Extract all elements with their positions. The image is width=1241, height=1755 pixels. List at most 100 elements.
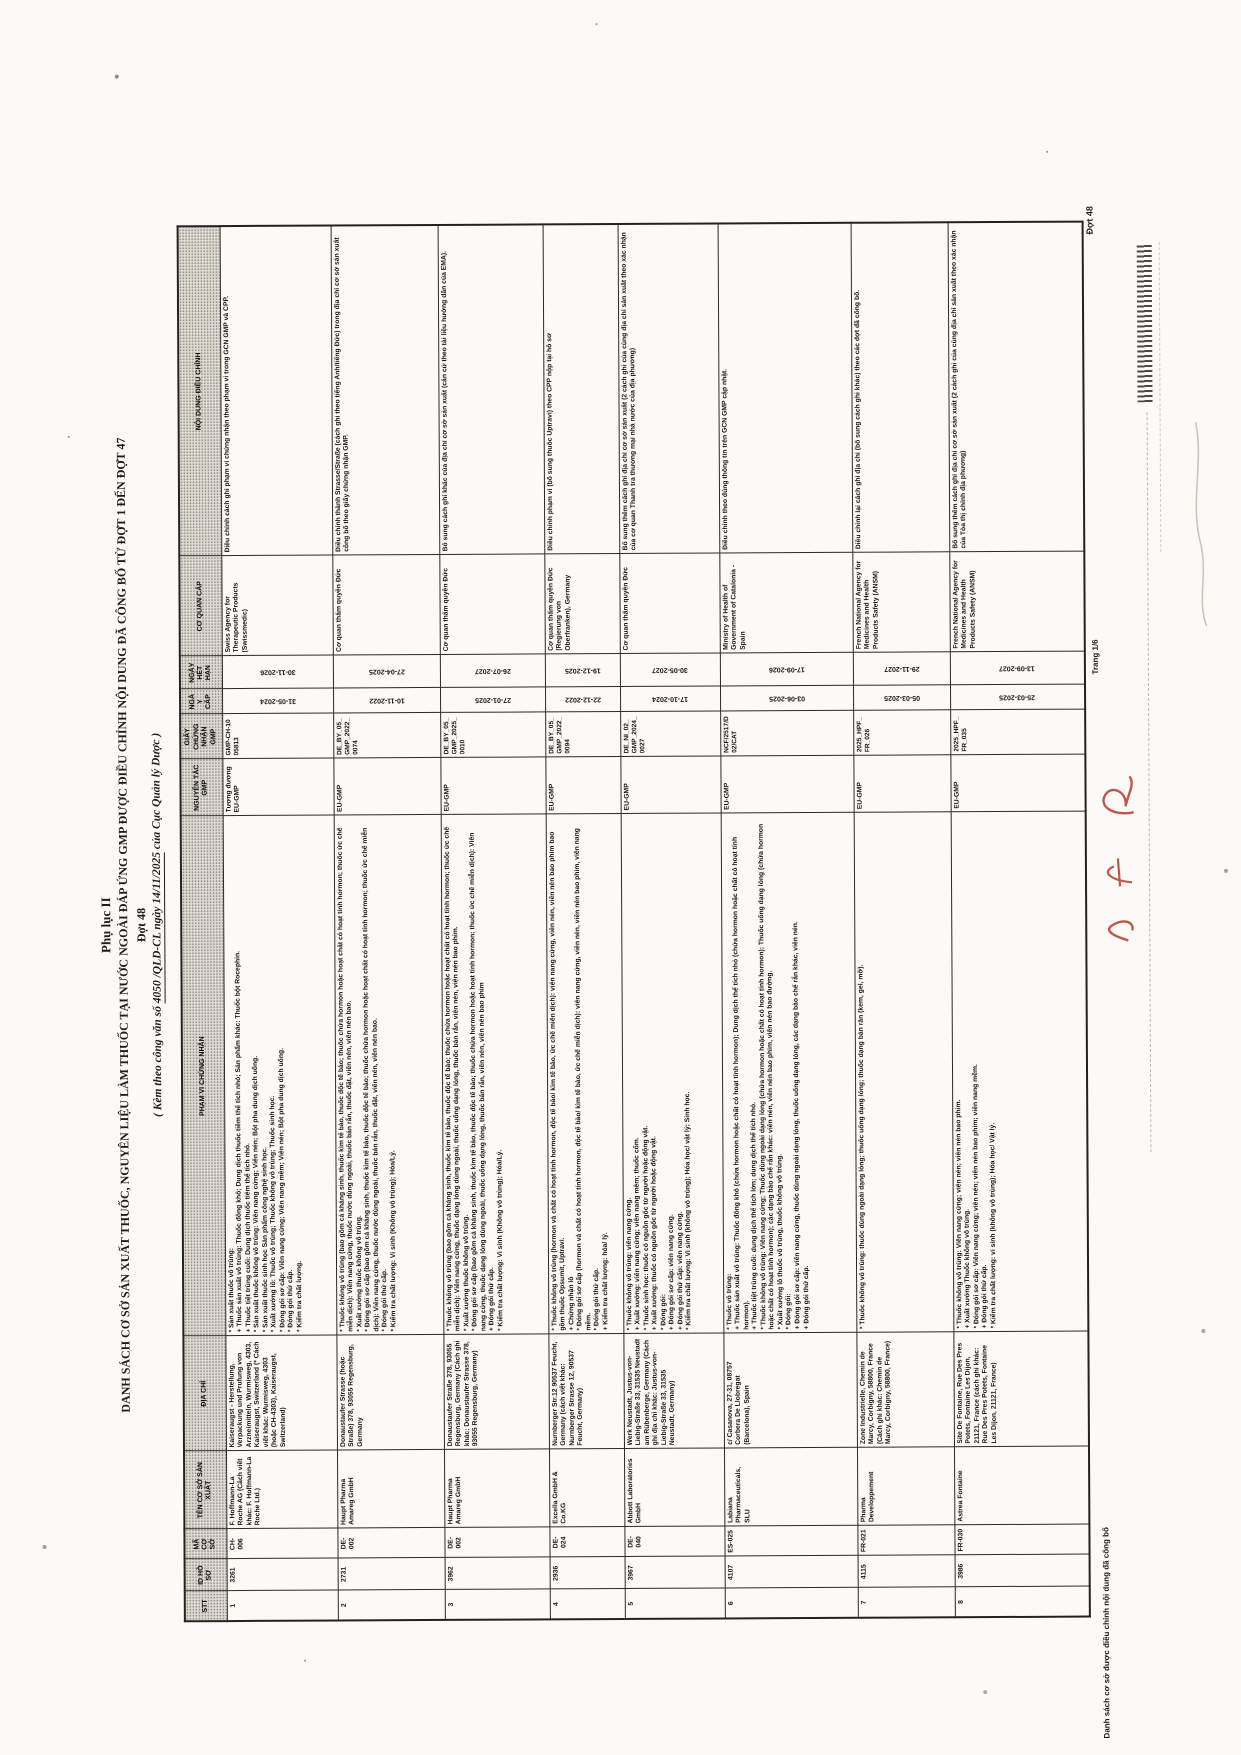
cell-co-quan-cap: Ministry of Health of Government of Cata… bbox=[719, 552, 853, 654]
header-noi-dung: NỘI DUNG ĐIỀU CHỈNH bbox=[177, 226, 222, 557]
cell-nguyen-tac: Tương đương EU-GMP bbox=[222, 758, 334, 817]
header-ngay-cap: NGÀY CẤP bbox=[180, 689, 223, 715]
cell-giay-chung-nhan: 2025_HPF_FR_026 bbox=[853, 710, 951, 756]
cell-dia-chi: Kaiseraugst - Herstellung, Verpackung un… bbox=[225, 1335, 337, 1452]
cell-giay-chung-nhan: GMP-CH-1005813 bbox=[222, 713, 334, 760]
cell-ma-co-so: FR-030 bbox=[954, 1524, 1090, 1556]
cell-pham-vi: * Thuốc không vô trùng (bao gồm cả kháng… bbox=[440, 814, 549, 1335]
cell-id-ho-so: 2731 bbox=[337, 1557, 445, 1591]
header-dia-chi: ĐỊA CHỈ bbox=[183, 1336, 226, 1452]
cell-giay-chung-nhan: DE_BY_05_GMP_2022_0074 bbox=[333, 712, 441, 759]
cell-stt: 2 bbox=[337, 1589, 445, 1621]
table-header: STT ID HỒ SƠ MÃ CƠ SỞ TÊN CƠ SỞ SẢN XUẤT… bbox=[177, 226, 227, 1622]
dispatch-prefix: ( Kèm theo công văn số bbox=[151, 1003, 165, 1118]
cell-ma-co-so: DE-024 bbox=[549, 1526, 625, 1558]
cell-dia-chi: Donaustaufer Strasse (hoặc Straße) 378, … bbox=[336, 1334, 444, 1451]
cell-noi-dung-dieu-chinh: Điều chỉnh lại cách ghi địa chỉ (bổ sung… bbox=[850, 222, 950, 553]
cell-giay-chung-nhan: DE_BY_05_GMP_2025_0010 bbox=[440, 712, 546, 758]
cell-ngay-cap: 10-11-2022 bbox=[333, 687, 441, 714]
header-co-quan-cap: CƠ QUAN CẤP bbox=[179, 556, 222, 657]
cell-ma-co-so: DE-002 bbox=[444, 1527, 550, 1558]
cell-stt: 6 bbox=[724, 1587, 858, 1619]
red-pen-marks bbox=[1102, 775, 1134, 942]
cell-ten-co-so: F. Hoffmann-La Roche AG (Cách viết khác:… bbox=[225, 1450, 338, 1530]
cell-id-ho-so: 3962 bbox=[444, 1557, 550, 1590]
facility-row: 1 3261 CH-006 F. Hoffmann-La Roche AG (Cách… bbox=[219, 225, 338, 1622]
faint-pencil-mark bbox=[1194, 421, 1208, 627]
cell-id-ho-so: 4115 bbox=[857, 1555, 955, 1588]
cell-pham-vi: * Thuốc không vô trùng (hormon và chất c… bbox=[545, 813, 624, 1335]
cell-noi-dung-dieu-chinh: Điều chỉnh cách ghi phạm vi chứng nhận t… bbox=[219, 225, 333, 557]
cell-stt: 8 bbox=[954, 1586, 1090, 1618]
cell-pham-vi: * Thuốc vô trùng: + Thuốc sản xuất vô tr… bbox=[720, 812, 857, 1334]
cell-ngay-cap: 03-06-2025 bbox=[720, 685, 854, 712]
cell-stt: 7 bbox=[857, 1587, 955, 1618]
cell-id-ho-so: 3261 bbox=[226, 1558, 338, 1592]
cell-pham-vi: * Thuốc không vô trùng (bao gồm cả kháng… bbox=[333, 814, 444, 1336]
cell-ngay-het-han: 27-04-2025 bbox=[332, 654, 441, 689]
header-pham-vi: PHẠM VI CHỨNG NHẬN bbox=[180, 816, 226, 1337]
cell-pham-vi: * Thuốc không vô trùng: thuốc dùng ngoài… bbox=[853, 812, 954, 1333]
cell-co-quan-cap: French National Agency for Medicines and… bbox=[949, 551, 1085, 653]
scan-artifact-dashes bbox=[1146, 412, 1152, 1153]
facility-row: 2 2731 DE-002 Haupt Pharma Amareg GmbH Donau… bbox=[330, 224, 445, 1621]
cell-dia-chi: c/ Casanova, 27-31, 08757 Corbera De Llo… bbox=[723, 1332, 857, 1449]
cell-co-quan-cap: Cơ quan thẩm quyền Đức bbox=[439, 554, 545, 655]
cell-ma-co-so: FR-021 bbox=[857, 1525, 955, 1556]
cell-ngay-cap: 05-03-2025 bbox=[852, 685, 951, 711]
cell-ten-co-so: Pharma Developpement bbox=[856, 1447, 955, 1526]
cell-ma-co-so: DE-002 bbox=[337, 1527, 445, 1559]
cell-ma-co-so: ES-025 bbox=[724, 1525, 858, 1557]
cell-ngay-het-han: 26-07-2027 bbox=[439, 654, 546, 688]
facility-row: 3 3962 DE-002 Haupt Pharma Amareg GmbH Donau… bbox=[437, 224, 550, 1620]
header-ngay-het-han: NGÀY HẾT HẠN bbox=[179, 656, 223, 690]
header-stt: STT bbox=[184, 1591, 227, 1622]
facility-row: 4 2936 DE-024 Excella GmbH & Co.KG Nurnberge… bbox=[542, 224, 625, 1620]
cell-nguyen-tac: EU-GMP bbox=[853, 755, 951, 813]
cell-id-ho-so: 3986 bbox=[954, 1554, 1090, 1588]
cell-ma-co-so: CH-006 bbox=[226, 1528, 338, 1560]
header-nguyen-tac: NGUYÊN TẮC GMP bbox=[180, 759, 223, 817]
cell-ten-co-so: Labiana Pharmaceuticals, SLU bbox=[723, 1447, 858, 1527]
cell-id-ho-so: 4107 bbox=[724, 1555, 858, 1589]
cell-nguyen-tac: EU-GMP bbox=[720, 755, 854, 814]
cell-ngay-het-han: 30-11-2026 bbox=[221, 655, 334, 690]
cell-pham-vi: * Thuốc không vô trùng: viên nang cứng. … bbox=[620, 813, 724, 1334]
cell-ten-co-so: Excella GmbH & Co.KG bbox=[548, 1448, 625, 1528]
gmp-facilities-table: STT ID HỒ SƠ MÃ CƠ SỞ TÊN CƠ SỞ SẢN XUẤT… bbox=[176, 220, 1091, 1623]
facility-row: 5 3967 DE-040 Abbott Laboratories GmbH Werk … bbox=[617, 223, 725, 1619]
cell-ngay-het-han: 29-11-2027 bbox=[852, 652, 950, 686]
header-id-ho-so: ID HỒ SƠ bbox=[184, 1559, 227, 1592]
cell-dia-chi: Zone Industrielle, Chemin de Marcy, Corb… bbox=[856, 1332, 954, 1448]
cell-dia-chi: Nurnberger Str.12 90537 Feucht, Germany … bbox=[548, 1333, 624, 1450]
cell-giay-chung-nhan: NCF/2517/D02/CAT bbox=[720, 710, 854, 757]
cell-ngay-cap: 22-12-2022 bbox=[545, 687, 621, 713]
facility-row: 6 4107 ES-025 Labiana Pharmaceuticals, SLU c… bbox=[717, 222, 858, 1619]
cell-ngay-het-han: 13-09-2027 bbox=[949, 651, 1085, 686]
cell-ngay-cap: 27-01-2025 bbox=[440, 687, 546, 713]
document-title-block: Phụ lục II DANH SÁCH CƠ SỞ SẢN XUẤT THUỐ… bbox=[95, 227, 169, 1622]
cell-noi-dung-dieu-chinh: Bổ sung thêm cách ghi địa chỉ cơ sở sản … bbox=[947, 221, 1085, 553]
cell-dia-chi: Werk Neustadt, Justus-von-Liebig-Straße … bbox=[623, 1333, 724, 1449]
header-giay-chung-nhan: GIẤY CHỨNG NHẬN GMP bbox=[180, 714, 223, 760]
facility-row: 8 3986 FR-030 Astrea Fontaine Site De Fontai… bbox=[947, 221, 1090, 1618]
cell-id-ho-so: 2936 bbox=[549, 1556, 625, 1590]
cell-ngay-cap: 31-05-2024 bbox=[222, 688, 334, 715]
cell-co-quan-cap: Cơ quan thẩm quyền Đức (Regierung von Ob… bbox=[544, 554, 620, 655]
table-body: 1 3261 CH-006 F. Hoffmann-La Roche AG (Cách… bbox=[219, 221, 1090, 1622]
cell-stt: 4 bbox=[549, 1588, 625, 1620]
cell-nguyen-tac: EU-GMP bbox=[620, 756, 721, 814]
cell-id-ho-so: 3967 bbox=[624, 1556, 725, 1589]
cell-giay-chung-nhan: DE_NI_02_GMP_2024_0027 bbox=[620, 711, 721, 757]
cell-pham-vi: * Thuốc không vô trùng: Viên nang cứng; … bbox=[950, 811, 1089, 1333]
cell-ten-co-so: Abbott Laboratories GmbH bbox=[623, 1448, 725, 1527]
header-ten-co-so: TÊN CƠ SỞ SẢN XUẤT bbox=[183, 1451, 227, 1530]
cell-nguyen-tac: EU-GMP bbox=[950, 754, 1086, 813]
cell-ten-co-so: Haupt Pharma Amareg GmbH bbox=[336, 1449, 445, 1529]
cell-noi-dung-dieu-chinh: Điều chỉnh thành Strasse/Straße (cách gh… bbox=[330, 224, 440, 556]
cell-noi-dung-dieu-chinh: Bổ sung thêm cách ghi địa chỉ cơ sở sản … bbox=[617, 223, 720, 555]
cell-noi-dung-dieu-chinh: Điều chỉnh theo đúng thông tin trên GCN … bbox=[717, 222, 853, 554]
cell-nguyen-tac: EU-GMP bbox=[333, 757, 441, 816]
